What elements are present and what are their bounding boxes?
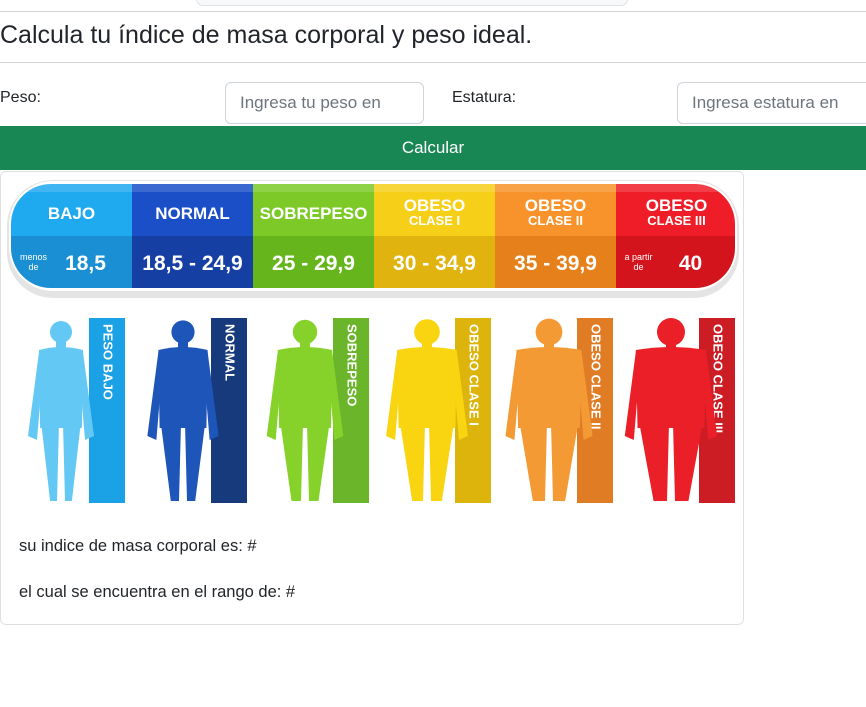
bmi-band-bottom	[132, 236, 253, 288]
body-figure	[386, 319, 468, 501]
page-title: Calcula tu índice de masa corporal y pes…	[0, 21, 533, 49]
figure-label: SOBREPESO	[345, 324, 360, 406]
height-input[interactable]	[677, 82, 866, 124]
bmi-range-value: 35 - 39,9	[514, 252, 597, 275]
bmi-band-bottom	[616, 236, 735, 288]
bmi-category-title: OBESO	[525, 196, 586, 215]
top-search-bar	[196, 0, 628, 6]
bmi-band-bottom	[253, 236, 374, 288]
title-divider	[0, 62, 866, 63]
bmi-range-value: 18,5 - 24,9	[142, 252, 242, 275]
figure-stripe	[699, 318, 735, 503]
result-card: BAJO menos de 18,5 NORMAL 18,5 - 24,9 SOBREPES…	[0, 171, 744, 625]
bmi-range-value: 18,5	[65, 252, 106, 275]
bmi-range-prefix: menos	[20, 252, 48, 262]
figure-label: OBESO CLASE III	[711, 324, 726, 433]
bmi-band-bottom	[374, 236, 495, 288]
bmi-range-value: 40	[679, 252, 702, 275]
figure-label: OBESO CLASE I	[467, 324, 482, 426]
bmi-range-value: 25 - 29,9	[272, 252, 355, 275]
bmi-range-prefix: de	[28, 262, 38, 272]
bmi-result-text: su indice de masa corporal es: #	[19, 537, 257, 555]
bmi-band-bottom	[495, 236, 616, 288]
figure-label: NORMAL	[223, 324, 238, 381]
bmi-category-title: BAJO	[48, 204, 95, 223]
bmi-category-title: NORMAL	[155, 204, 230, 223]
bmi-range-prefix: de	[633, 262, 643, 272]
bmi-category-title: OBESO	[646, 196, 707, 215]
bmi-band-top	[374, 184, 495, 236]
body-figure	[28, 321, 94, 501]
bmi-range-value: 30 - 34,9	[393, 252, 476, 275]
figure-stripe	[211, 318, 247, 503]
bmi-category-title: OBESO	[404, 196, 465, 215]
range-result-text: el cual se encuentra en el rango de: #	[19, 583, 296, 601]
bmi-category-subtitle: CLASE III	[647, 213, 706, 228]
bmi-category-subtitle: CLASE I	[409, 213, 460, 228]
calculate-button[interactable]: Calcular	[0, 126, 866, 170]
bmi-band-top	[495, 184, 616, 236]
bmi-band-top	[132, 184, 253, 236]
bmi-category-title: SOBREPESO	[260, 204, 368, 223]
figure-label: OBESO CLASE II	[589, 324, 604, 429]
weight-label: Peso:	[0, 89, 41, 106]
figure-label: PESO BAJO	[101, 324, 116, 400]
weight-input[interactable]	[225, 82, 424, 124]
figure-stripe	[89, 318, 125, 503]
bmi-band-top	[616, 184, 735, 236]
bmi-category-subtitle: CLASE II	[528, 213, 583, 228]
bmi-range-prefix: a partir	[624, 252, 652, 262]
height-label: Estatura:	[452, 89, 517, 106]
bmi-band-top	[253, 184, 374, 236]
body-figure	[147, 320, 219, 501]
body-figure	[505, 318, 593, 501]
body-figure	[624, 318, 718, 501]
body-figure	[266, 319, 344, 501]
top-divider	[0, 11, 866, 12]
bmi-band-bottom	[11, 236, 132, 288]
bmi-band-top	[11, 184, 132, 236]
